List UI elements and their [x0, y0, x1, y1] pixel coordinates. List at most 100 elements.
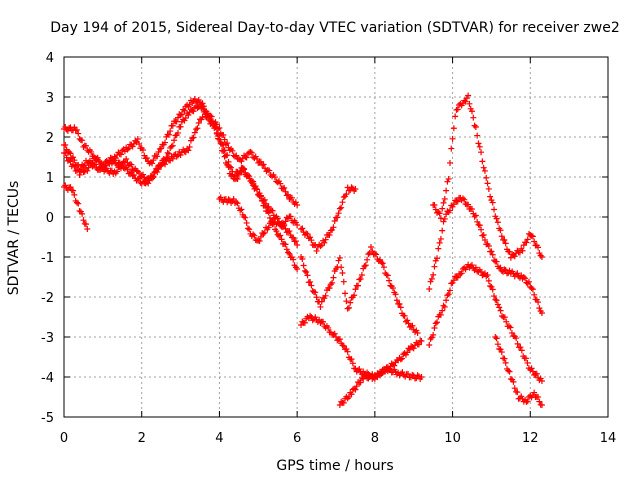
data-point [493, 258, 500, 265]
data-point [169, 142, 176, 149]
data-point [342, 290, 349, 297]
data-point [472, 264, 479, 271]
data-point [193, 126, 200, 133]
data-point [177, 151, 184, 158]
data-point [150, 174, 157, 181]
data-point [511, 253, 518, 260]
data-point [238, 158, 245, 165]
data-point [231, 172, 238, 179]
data-point [62, 142, 69, 149]
data-point [446, 287, 453, 294]
data-point [73, 167, 80, 174]
data-point [386, 277, 393, 284]
data-point [251, 232, 258, 239]
data-point [283, 246, 290, 253]
data-point [322, 292, 329, 299]
data-point [233, 152, 240, 159]
data-point [524, 359, 531, 366]
data-point [377, 372, 384, 379]
data-point [479, 232, 486, 239]
data-point [177, 123, 184, 130]
data-point [430, 331, 437, 338]
data-point [448, 145, 455, 152]
data-point [501, 266, 508, 273]
data-point [458, 270, 465, 277]
data-point [268, 220, 275, 226]
data-point [67, 150, 74, 157]
data-point [489, 251, 496, 258]
data-point [510, 378, 517, 385]
data-point [344, 305, 351, 312]
data-point [506, 368, 513, 375]
data-point [294, 266, 301, 272]
data-point [340, 399, 347, 406]
data-point [511, 385, 518, 392]
x-tick-label: 6 [293, 431, 301, 446]
data-point [436, 239, 443, 246]
data-point [234, 200, 241, 207]
x-tick-label: 8 [371, 431, 379, 446]
data-point [426, 342, 433, 348]
data-point [345, 304, 352, 311]
data-point [114, 168, 121, 175]
data-point [478, 226, 485, 233]
data-point [84, 226, 91, 232]
data-point [241, 165, 248, 172]
data-point [248, 179, 255, 186]
data-point [405, 371, 412, 378]
data-point [140, 146, 147, 153]
data-point [409, 322, 416, 329]
data-point [185, 147, 192, 154]
y-tick-label: 3 [46, 91, 54, 106]
data-point [286, 250, 293, 257]
data-point [431, 263, 438, 270]
data-point [216, 136, 223, 143]
data-point [220, 148, 227, 155]
data-point [514, 340, 521, 347]
y-tick-labels: -5 -4 -3 -2 -1 0 1 2 3 4 [41, 51, 54, 426]
data-point [536, 305, 543, 312]
data-point [301, 267, 308, 274]
data-point [474, 132, 481, 139]
series-arc-e [216, 194, 301, 244]
data-point [248, 149, 255, 156]
data-point [155, 166, 162, 173]
y-tick-label: 1 [46, 171, 54, 186]
data-point [491, 206, 498, 213]
data-point [195, 119, 202, 126]
series-arc-i [336, 365, 425, 408]
data-point [498, 233, 505, 240]
y-tick-label: -1 [41, 251, 54, 266]
data-point [437, 235, 444, 242]
data-point [449, 135, 456, 142]
data-point [265, 203, 272, 210]
data-point [360, 375, 367, 382]
data-point [300, 262, 307, 269]
data-point [299, 256, 306, 263]
data-point [281, 221, 288, 228]
data-point [434, 255, 441, 262]
data-point [83, 221, 90, 228]
data-point [336, 205, 343, 212]
data-point [136, 169, 143, 176]
data-point [469, 262, 475, 269]
data-point [436, 210, 443, 217]
data-point [362, 262, 369, 269]
series-arc-b [61, 103, 301, 248]
data-point [294, 242, 301, 248]
data-point [273, 228, 280, 235]
data-point [430, 271, 437, 278]
data-point [134, 136, 141, 143]
data-point [431, 325, 438, 332]
series-arc-m [492, 334, 545, 408]
data-point [485, 242, 492, 249]
data-point [149, 175, 156, 182]
data-point [463, 95, 470, 102]
data-point [343, 298, 350, 305]
data-point [221, 136, 228, 143]
data-point [347, 299, 354, 306]
data-point [143, 155, 150, 162]
data-point [259, 198, 266, 205]
y-axis-label: SDTVAR / TECUs [6, 181, 22, 296]
data-point [348, 184, 355, 191]
